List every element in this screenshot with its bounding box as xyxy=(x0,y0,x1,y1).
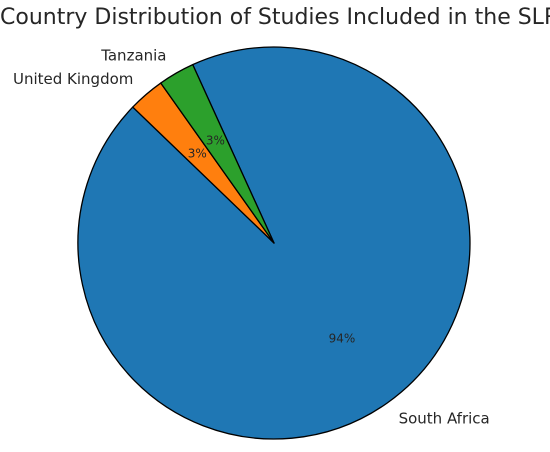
slice-label-south-africa: South Africa xyxy=(399,410,490,428)
slice-label-tanzania: Tanzania xyxy=(100,47,166,65)
slice-percent-united-kingdom: 3% xyxy=(188,146,207,160)
pie-slice-tanzania xyxy=(160,64,275,244)
chart-title: Country Distribution of Studies Included… xyxy=(0,5,550,30)
slice-percent-south-africa: 94% xyxy=(329,332,356,346)
slice-label-united-kingdom: United Kingdom xyxy=(13,70,133,88)
slice-percent-tanzania: 3% xyxy=(206,134,225,148)
